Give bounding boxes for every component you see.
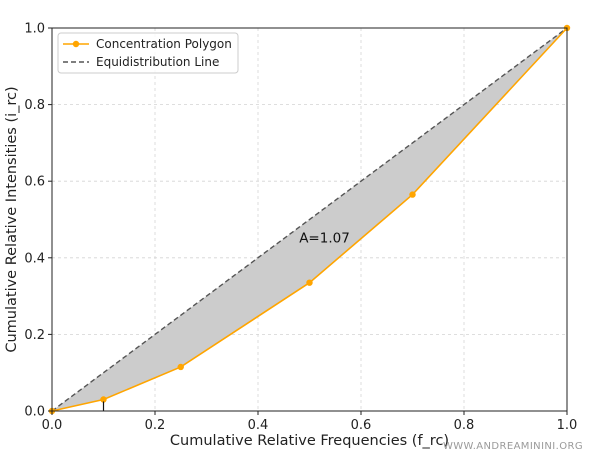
plot-frame [51, 27, 568, 412]
data-point-1 [100, 396, 107, 403]
y-tick-label: 0.2 [24, 328, 45, 343]
area-annotation: A=1.07 [299, 230, 350, 246]
series-line-equidistribution [51, 27, 568, 412]
legend-box [57, 32, 239, 74]
concentration-polygon-markers [48, 24, 571, 415]
x-tick-label: 1.0 [557, 418, 578, 433]
series-line-concentration-polygon [51, 27, 568, 412]
data-point-3 [306, 279, 313, 286]
x-tick-label: 0.8 [454, 418, 475, 433]
y-tick-label: 0.0 [24, 405, 45, 420]
x-tick-label: 0.6 [351, 418, 372, 433]
x-tick-label: 0.4 [248, 418, 269, 433]
x-axis-label: Cumulative Relative Frequencies (f_rc) [170, 433, 449, 449]
y-tick-label: 0.6 [24, 175, 45, 190]
x-axis-ticks: 0.0 0.2 0.4 0.6 0.8 1.0 [42, 411, 578, 433]
y-axis-label: Cumulative Relative Intensities (i_rc) [4, 86, 20, 352]
data-point-2 [177, 363, 184, 371]
watermark-text: WWW.ANDREAMININI.ORG [443, 441, 583, 452]
y-tick-label: 0.8 [24, 98, 45, 113]
x-tick-label: 0.2 [145, 418, 166, 433]
y-tick-label: 0.4 [24, 251, 45, 266]
data-point-4 [409, 191, 416, 198]
legend-entry-concentration-polygon: Concentration Polygon [96, 37, 232, 51]
y-tick-label: 1.0 [24, 22, 45, 37]
legend-entry-equidistribution-line: Equidistribution Line [96, 55, 219, 69]
y-axis-ticks: 0.0 0.2 0.4 0.6 0.8 1.0 [24, 22, 52, 420]
x-tick-label: 0.0 [42, 418, 63, 433]
legend-marker-concentration-polygon [72, 40, 80, 48]
legend: Concentration Polygon Equidistribution L… [57, 32, 239, 74]
